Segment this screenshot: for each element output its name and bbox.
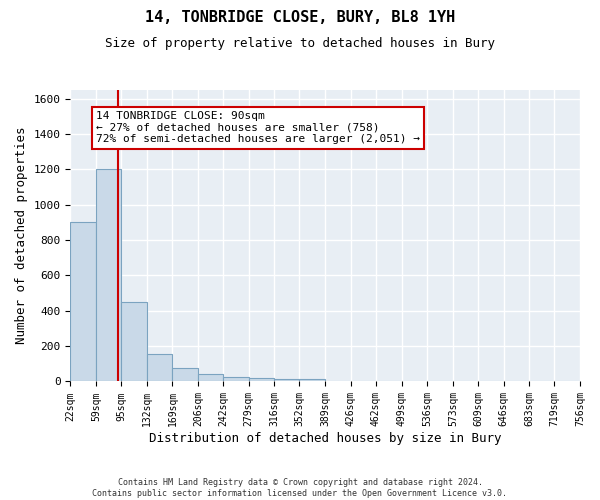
Bar [249, 378, 274, 382]
Bar [96, 170, 121, 382]
Y-axis label: Number of detached properties: Number of detached properties [15, 127, 28, 344]
X-axis label: Distribution of detached houses by size in Bury: Distribution of detached houses by size … [149, 432, 502, 445]
Bar [274, 379, 299, 382]
Bar [223, 377, 249, 382]
Text: Size of property relative to detached houses in Bury: Size of property relative to detached ho… [105, 38, 495, 51]
Bar [172, 368, 198, 382]
Bar [198, 374, 223, 382]
Bar [146, 354, 172, 382]
Text: 14 TONBRIDGE CLOSE: 90sqm
← 27% of detached houses are smaller (758)
72% of semi: 14 TONBRIDGE CLOSE: 90sqm ← 27% of detac… [96, 111, 420, 144]
Bar [121, 302, 146, 382]
Bar [299, 380, 325, 382]
Text: 14, TONBRIDGE CLOSE, BURY, BL8 1YH: 14, TONBRIDGE CLOSE, BURY, BL8 1YH [145, 10, 455, 25]
Bar [70, 222, 96, 382]
Text: Contains HM Land Registry data © Crown copyright and database right 2024.
Contai: Contains HM Land Registry data © Crown c… [92, 478, 508, 498]
